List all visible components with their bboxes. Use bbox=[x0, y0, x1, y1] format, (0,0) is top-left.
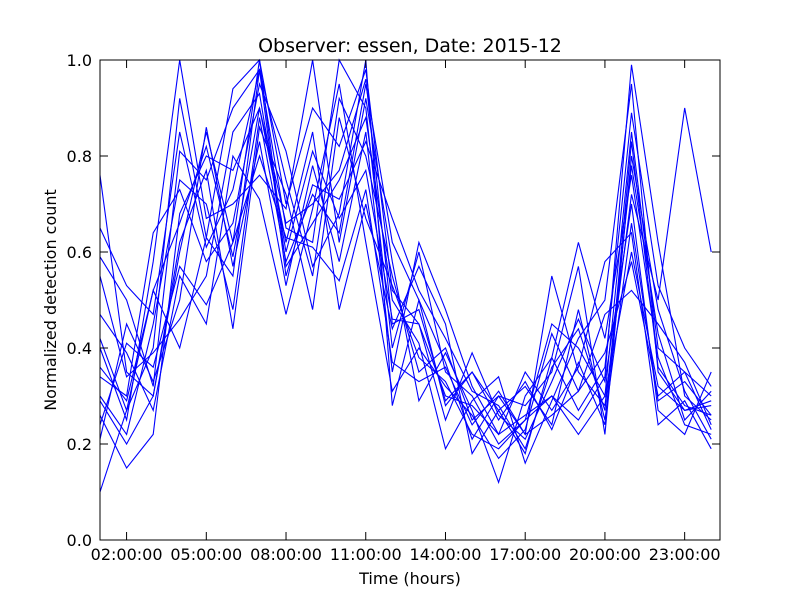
series-line-10 bbox=[99, 59, 712, 485]
y-tick-label-3: 0.4 bbox=[67, 339, 92, 358]
x-tick-label-4: 11:00:00 bbox=[330, 545, 402, 564]
x-tick-label-5: 14:00:00 bbox=[410, 545, 482, 564]
series-line-4 bbox=[99, 83, 712, 455]
x-axis-title: Time (hours) bbox=[358, 569, 461, 588]
y-tick-label-6: 1.0 bbox=[67, 51, 92, 70]
plot-frame bbox=[99, 59, 721, 541]
chart-title: Observer: essen, Date: 2015-12 bbox=[258, 35, 562, 57]
x-tick-label-7: 20:00:00 bbox=[569, 545, 641, 564]
series-layer bbox=[99, 58, 712, 493]
x-tick-label-1: 02:00:00 bbox=[91, 545, 163, 564]
y-tick-label-1: 0.0 bbox=[67, 531, 92, 550]
series-line-9 bbox=[99, 127, 712, 450]
series-line-13 bbox=[99, 69, 712, 451]
x-tick-label-8: 23:00:00 bbox=[649, 545, 721, 564]
x-tick-label-6: 17:00:00 bbox=[489, 545, 561, 564]
series-line-8 bbox=[99, 59, 712, 441]
y-axis: 0.0 0.2 0.4 0.6 0.8 1.0 bbox=[67, 51, 720, 550]
y-tick-label-5: 0.8 bbox=[67, 147, 92, 166]
series-line-15 bbox=[99, 79, 712, 431]
series-line-14 bbox=[99, 154, 712, 436]
x-axis: 02:00:00 05:00:00 08:00:00 11:00:00 14:00:00… bbox=[91, 60, 721, 564]
series-line-7 bbox=[99, 83, 712, 460]
y-tick-label-4: 0.6 bbox=[67, 243, 92, 262]
y-tick-label-2: 0.2 bbox=[67, 435, 92, 454]
y-axis-title: Normalized detection count bbox=[41, 189, 60, 411]
x-tick-label-2: 05:00:00 bbox=[170, 545, 242, 564]
x-tick-label-3: 08:00:00 bbox=[250, 545, 322, 564]
